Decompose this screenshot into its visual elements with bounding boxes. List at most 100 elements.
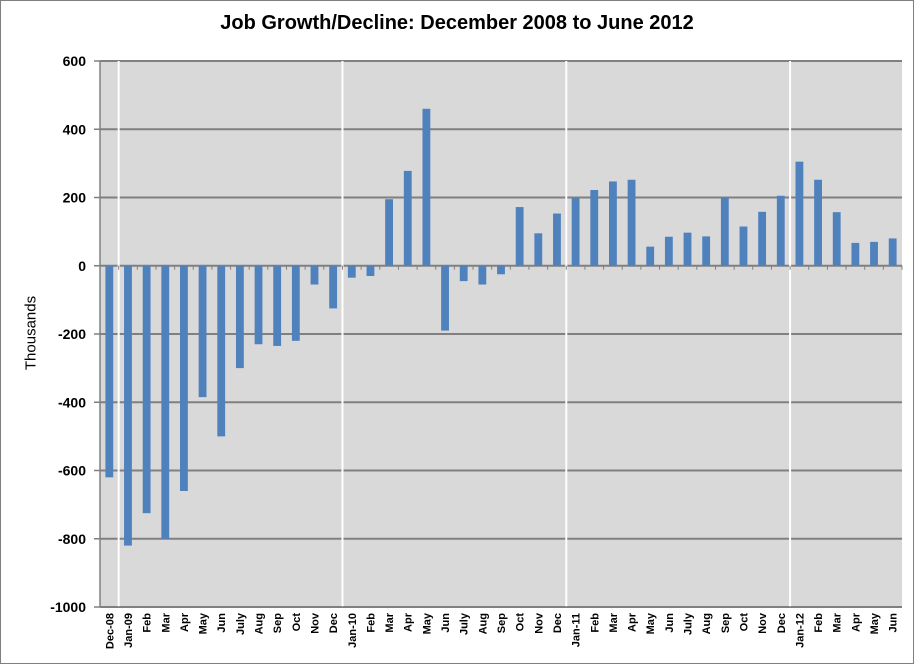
y-tick-label: 600 xyxy=(63,53,87,69)
axes xyxy=(94,60,903,608)
y-tick-label: -600 xyxy=(58,463,86,479)
year-dividers xyxy=(117,61,792,607)
bar xyxy=(217,265,226,437)
x-tick-label: Sep xyxy=(720,613,732,633)
x-tick-label: Dec-08 xyxy=(104,613,116,649)
y-tick-labels: 600 400 200 0 -200 -400 -600 -800 -1000 xyxy=(50,53,86,615)
x-tick-label: Jan-11 xyxy=(571,613,583,647)
y-tick-label: 0 xyxy=(78,258,86,274)
bar xyxy=(683,232,692,266)
bar xyxy=(459,265,468,282)
x-tick-label: Mar xyxy=(160,612,172,632)
bar xyxy=(273,265,282,346)
bar xyxy=(888,238,897,266)
x-tick-label: Apr xyxy=(179,612,191,632)
bar xyxy=(702,236,711,266)
bar xyxy=(515,207,524,266)
x-tick-label: Nov xyxy=(533,612,545,634)
x-tick-label: Jan-10 xyxy=(347,613,359,648)
y-tick-label: -200 xyxy=(58,326,86,342)
bar xyxy=(198,265,207,398)
bar xyxy=(235,265,244,369)
x-tick-label: Jun xyxy=(216,613,228,633)
x-tick-label: Jan-12 xyxy=(794,613,806,648)
bar xyxy=(180,265,188,491)
bar xyxy=(851,242,860,266)
chart-title: Job Growth/Decline: December 2008 to Jun… xyxy=(220,12,694,34)
bar xyxy=(590,189,599,266)
x-tick-label: Sep xyxy=(496,613,508,633)
x-tick-label: May xyxy=(198,612,210,634)
bar xyxy=(553,213,561,266)
bar xyxy=(664,236,673,266)
x-tick-label: Feb xyxy=(142,613,154,633)
x-tick-label: Aug xyxy=(477,613,489,634)
bar xyxy=(497,265,505,275)
bar xyxy=(739,226,748,266)
x-tick-label: Aug xyxy=(254,613,266,634)
x-tick-label: Oct xyxy=(291,613,303,632)
x-tick-label: Dec xyxy=(328,613,340,633)
x-tick-label: May xyxy=(869,612,881,634)
bar xyxy=(608,181,617,266)
bar xyxy=(795,161,804,266)
x-tick-label: Oct xyxy=(515,613,527,632)
x-tick-label: Mar xyxy=(832,612,844,632)
bar xyxy=(720,197,729,266)
x-tick-label: Aug xyxy=(701,613,713,634)
y-tick-label: 200 xyxy=(63,190,87,206)
x-tick-label: Sep xyxy=(272,613,284,633)
y-tick-label: -400 xyxy=(58,394,86,410)
x-tick-label: May xyxy=(421,612,433,634)
x-tick-label: Apr xyxy=(850,612,862,632)
bar xyxy=(646,246,655,266)
y-tick-label: -800 xyxy=(58,531,86,547)
bar xyxy=(366,265,375,276)
x-tick-label: Oct xyxy=(738,613,750,632)
x-tick-label: Jun xyxy=(664,613,676,633)
x-tick-label: July xyxy=(683,612,695,635)
x-tick-label: Dec xyxy=(776,613,788,633)
bars xyxy=(105,108,897,546)
bar xyxy=(105,265,114,478)
x-tick-label: Jan-09 xyxy=(123,613,135,648)
bar xyxy=(254,265,263,345)
bar xyxy=(832,212,841,266)
bar xyxy=(161,265,170,539)
bar xyxy=(291,265,300,341)
x-tick-label: Nov xyxy=(757,612,769,634)
bar xyxy=(758,211,767,266)
bar xyxy=(478,265,487,285)
x-tick-label: July xyxy=(235,612,247,635)
x-tick-label: Apr xyxy=(403,612,415,632)
bar xyxy=(534,233,543,266)
x-tick-label: Jun xyxy=(888,613,900,633)
x-tick-label: Feb xyxy=(589,613,601,633)
bar xyxy=(403,170,412,266)
x-tick-label: Feb xyxy=(813,613,825,633)
bar xyxy=(142,265,151,514)
bar xyxy=(571,198,580,266)
x-tick-label: Dec xyxy=(552,613,564,633)
bar xyxy=(776,195,785,266)
bar xyxy=(310,265,319,285)
bar xyxy=(814,179,822,266)
x-tick-label: Nov xyxy=(309,612,321,634)
y-tick-label: 400 xyxy=(63,121,87,137)
bar xyxy=(627,179,636,266)
x-tick-label: May xyxy=(645,612,657,634)
bar xyxy=(124,265,132,546)
bar xyxy=(870,241,878,266)
x-tick-label: Jun xyxy=(440,613,452,633)
bar xyxy=(385,199,394,266)
x-tick-label: Mar xyxy=(384,612,396,632)
bar xyxy=(441,265,449,331)
bar xyxy=(422,108,431,266)
y-tick-label: -1000 xyxy=(50,599,86,615)
x-tick-labels: Dec-08 Jan-09 Feb Mar Apr May Jun July Aug Sep Oct… xyxy=(104,612,899,649)
x-tick-label: Feb xyxy=(365,613,377,633)
x-tick-label: July xyxy=(459,612,471,635)
x-tick-label: Mar xyxy=(608,612,620,632)
bar xyxy=(347,265,356,278)
